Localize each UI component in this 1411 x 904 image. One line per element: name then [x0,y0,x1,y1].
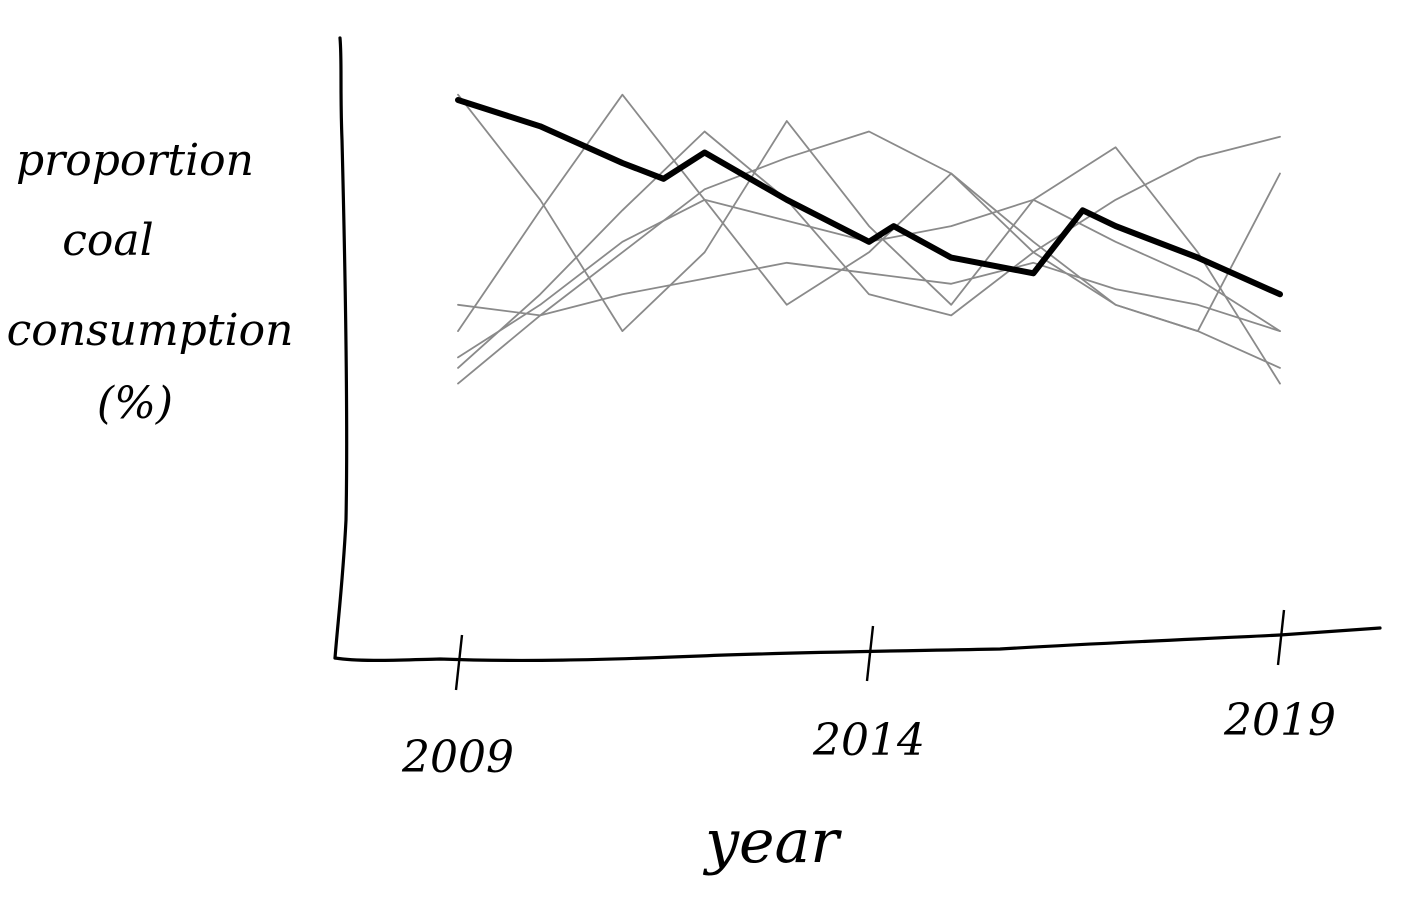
x-tick-label: 2014 [812,715,925,766]
y-axis-label: proportion coal consumption (%) [7,135,294,429]
context-series-line [457,198,1281,359]
context-series-group [457,93,1281,385]
x-tick-mark [1276,609,1286,666]
context-series-line [457,93,1281,385]
context-series-line [457,130,1281,369]
x-tick-mark [454,634,464,691]
y-axis-line [333,36,349,660]
y-axis-label-line: (%) [97,378,173,429]
x-ticks [454,609,1286,691]
x-axis-line [333,626,1382,663]
y-axis-label-line: coal [62,215,153,266]
y-axis-label-line: proportion [16,135,254,186]
context-series-line [457,261,1281,332]
context-series-line [457,130,1281,385]
y-axis-label-line: consumption [7,305,294,356]
context-series-line [457,93,1281,332]
highlight-series-line [455,97,1283,298]
x-axis-label: year [702,807,842,877]
x-tick-label: 2019 [1223,695,1336,746]
x-tick-label: 2009 [401,732,514,783]
x-tick-labels: 2009 2014 2019 [401,695,1336,783]
x-tick-mark [865,625,875,682]
